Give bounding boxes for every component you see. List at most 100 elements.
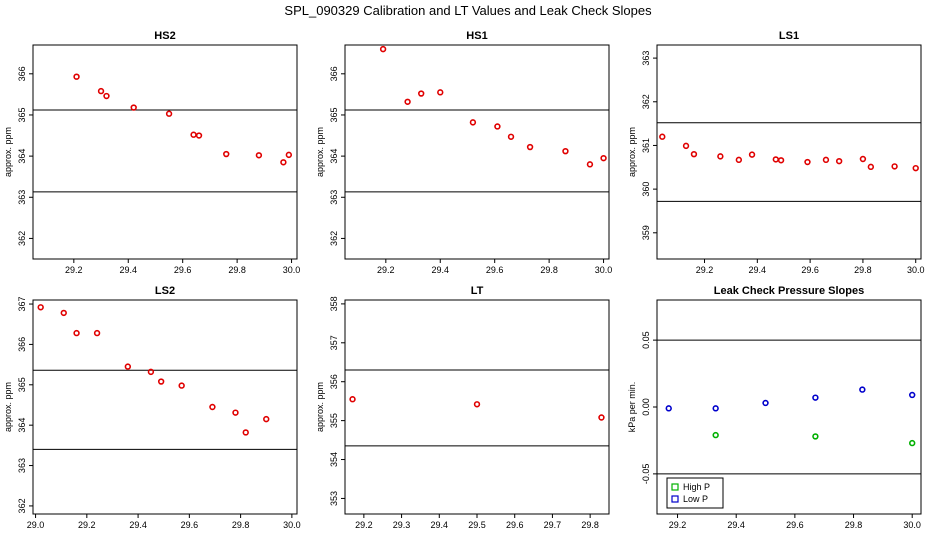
data-point-low-p: [859, 386, 866, 393]
data-point: [835, 157, 843, 165]
y-tick-label: 0.05: [641, 331, 651, 349]
x-tick-label: 29.2: [696, 265, 714, 275]
x-tick-label: 29.2: [377, 265, 395, 275]
plot-frame: [32, 44, 298, 260]
legend-marker-high-p: [671, 483, 679, 491]
data-point: [912, 164, 919, 172]
data-point: [735, 156, 743, 164]
x-tick-label: 29.4: [119, 265, 137, 275]
data-point: [97, 87, 105, 95]
data-point: [195, 132, 203, 139]
y-tick-label: 363: [329, 190, 339, 205]
panel-title-hs2: HS2: [154, 30, 175, 42]
data-point: [507, 133, 515, 140]
data-point: [526, 143, 534, 151]
x-tick-label: 29.2: [669, 520, 687, 530]
data-point: [223, 150, 230, 158]
y-axis-label: approx. ppm: [3, 127, 13, 177]
y-axis-label: approx. ppm: [3, 382, 13, 432]
data-point: [130, 104, 137, 111]
x-tick-label: 29.8: [854, 265, 872, 275]
data-point: [600, 154, 607, 162]
y-tick-label: 359: [641, 225, 651, 240]
data-point: [804, 158, 811, 166]
data-point: [469, 119, 477, 126]
y-tick-label: -0.05: [641, 464, 651, 485]
y-axis-label: approx. ppm: [315, 127, 325, 177]
y-tick-label: 364: [329, 149, 339, 164]
data-point-low-p: [712, 405, 719, 412]
data-point: [73, 73, 80, 80]
plot-frame: [32, 299, 298, 515]
x-tick-label: 29.7: [544, 520, 562, 530]
x-tick-label: 30.0: [907, 265, 925, 275]
y-tick-label: 365: [17, 377, 27, 392]
panel-ls2: LS2 29.0 29.2 29.4 29.6 29.8 30.0 362 363 364 365 3…: [3, 285, 301, 530]
data-point: [124, 363, 132, 370]
data-point: [772, 156, 779, 163]
panel-lt: LT 29.2 29.3 29.4 29.5 29.6 29.7 29.8 353 354 355 3…: [315, 285, 610, 530]
data-point-low-p: [762, 399, 769, 407]
y-axis-label: approx. ppm: [627, 127, 637, 177]
x-tick-label: 29.0: [27, 520, 45, 530]
x-tick-label: 29.4: [727, 520, 745, 530]
y-tick-label: 363: [17, 458, 27, 473]
y-tick-label: 365: [17, 107, 27, 122]
y-tick-label: 367: [17, 297, 27, 312]
x-tick-label: 29.6: [486, 265, 504, 275]
x-tick-label: 29.6: [506, 520, 524, 530]
legend: High P Low P: [666, 477, 724, 509]
panel-hs2: HS2 29.2 29.4 29.6 29.8 30.0 362 363 364 365 366 ap…: [3, 30, 300, 275]
y-tick-label: 358: [329, 296, 339, 311]
data-point: [60, 309, 67, 317]
y-tick-label: 362: [641, 94, 651, 109]
data-point: [165, 110, 173, 117]
data-point: [586, 161, 594, 168]
data-point-high-p: [712, 431, 719, 439]
data-point-high-p: [812, 433, 819, 440]
legend-label-high-p: High P: [683, 482, 710, 492]
y-tick-label: 364: [17, 418, 27, 433]
data-point-low-p: [908, 391, 916, 399]
data-point: [891, 163, 898, 170]
chart-panels: HS2 29.2 29.4 29.6 29.8 30.0 362 363 364 365 366 ap…: [3, 30, 924, 530]
data-point: [717, 153, 724, 160]
x-tick-label: 29.4: [431, 520, 449, 530]
x-tick-label: 29.8: [540, 265, 558, 275]
data-point: [659, 133, 666, 140]
y-tick-label: 353: [329, 491, 339, 506]
data-point: [103, 92, 110, 100]
y-tick-label: 354: [329, 452, 339, 467]
x-tick-label: 29.2: [78, 520, 96, 530]
data-point-low-p: [812, 394, 819, 401]
data-point: [255, 152, 263, 159]
x-tick-label: 29.3: [393, 520, 411, 530]
y-axis-label: kPa per min.: [627, 382, 637, 433]
y-tick-label: 363: [641, 51, 651, 66]
data-point: [748, 151, 756, 158]
data-point: [682, 142, 690, 150]
panel-title-hs1: HS1: [466, 30, 487, 42]
data-point: [73, 329, 80, 337]
y-tick-label: 364: [17, 149, 27, 164]
y-tick-label: 357: [329, 335, 339, 350]
figure-title: SPL_090329 Calibration and LT Values and…: [284, 3, 652, 18]
x-tick-label: 29.8: [228, 265, 246, 275]
plot-frame: [344, 44, 610, 260]
y-tick-label: 0.00: [641, 398, 651, 416]
y-tick-label: 366: [17, 337, 27, 352]
y-tick-label: 366: [329, 66, 339, 81]
panel-title-lt: LT: [471, 285, 484, 297]
y-tick-label: 366: [17, 66, 27, 81]
data-point: [562, 147, 569, 155]
data-point: [777, 157, 785, 164]
data-point: [37, 304, 44, 311]
data-point: [867, 163, 875, 171]
data-point: [232, 409, 239, 416]
x-tick-label: 29.4: [431, 265, 449, 275]
data-point: [190, 131, 197, 138]
data-point: [437, 89, 444, 96]
data-point: [209, 403, 216, 411]
data-point: [93, 329, 101, 337]
data-point: [418, 90, 425, 97]
